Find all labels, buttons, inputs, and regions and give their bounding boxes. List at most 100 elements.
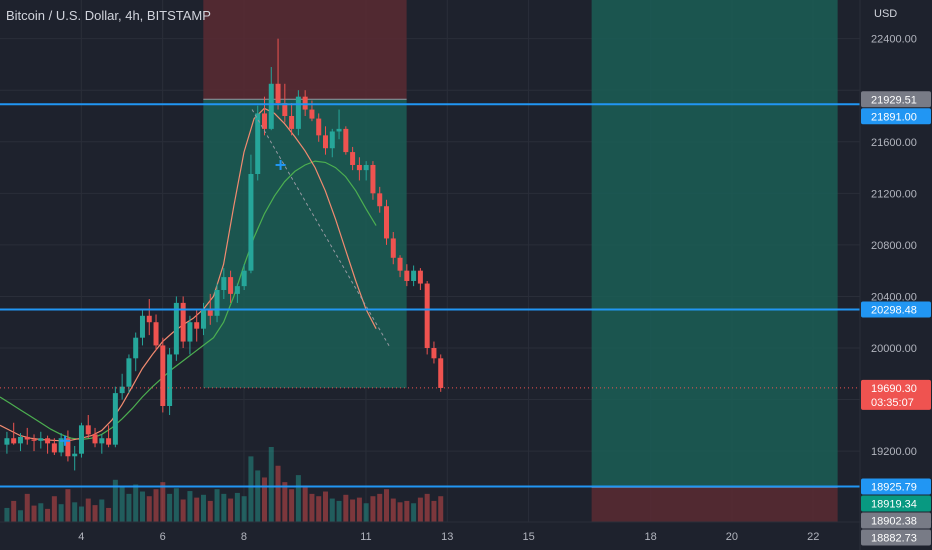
price-label-box — [861, 108, 931, 125]
volume-bar — [126, 493, 132, 522]
volume-bar — [289, 489, 295, 522]
price-label-box — [861, 529, 931, 546]
candle-body — [350, 152, 356, 165]
volume-bar — [72, 502, 78, 522]
volume-bar — [350, 499, 356, 522]
candle-body — [228, 277, 234, 294]
time-tick-label: 8 — [241, 531, 247, 543]
candle-body — [200, 309, 206, 329]
candle-body — [438, 358, 444, 388]
price-tick-label: 19200.00 — [871, 446, 917, 458]
candle-body — [133, 337, 139, 359]
take-profit-zone — [203, 99, 407, 388]
volume-bar — [316, 496, 322, 522]
candle-body — [180, 302, 186, 342]
volume-bar — [11, 500, 17, 522]
price-labels: 21929.51 21891.00 20298.48 19690.30 03:35:07… — [861, 91, 931, 546]
volume-bar — [194, 497, 200, 522]
candle-body — [255, 113, 261, 174]
volume-bar — [133, 484, 139, 522]
candle-body — [126, 358, 132, 387]
volume-bar — [58, 504, 64, 522]
candle-body — [153, 322, 159, 346]
price-tick-label: 21600.00 — [871, 137, 917, 149]
volume-bar — [167, 493, 173, 522]
volume-bar — [38, 503, 44, 522]
volume-bar — [99, 499, 105, 522]
price-tick-label: 21200.00 — [871, 188, 917, 200]
candle-body — [173, 302, 179, 355]
candle-body — [302, 96, 308, 110]
volume-bar — [241, 496, 247, 522]
price-label-box — [861, 301, 931, 318]
candle-body — [295, 96, 301, 129]
price-label-text: 18919.34 — [871, 498, 917, 510]
volume-bar — [160, 482, 166, 522]
volume-bar — [302, 485, 308, 522]
candle-body — [370, 164, 376, 194]
candle-body — [24, 436, 30, 440]
volume-bar — [336, 500, 342, 522]
volume-bar — [146, 496, 152, 522]
volume-bar — [248, 456, 254, 522]
time-tick-label: 11 — [360, 531, 371, 543]
volume-bar — [363, 503, 369, 522]
chart-title[interactable]: Bitcoin / U.S. Dollar, 4h, BITSTAMP — [6, 8, 211, 23]
candle-body — [417, 270, 423, 284]
candle-body — [51, 443, 57, 453]
candle-body — [11, 438, 17, 444]
volume-bar — [92, 505, 98, 522]
candle-body — [58, 438, 64, 453]
candle-body — [431, 348, 437, 359]
candle-body — [241, 270, 247, 287]
volume-bar — [234, 492, 240, 522]
volume-bar — [370, 496, 376, 522]
time-tick-label: 22 — [807, 531, 819, 543]
volume-bar — [17, 510, 23, 522]
candle-body — [383, 206, 389, 239]
price-axis[interactable]: 22400.00 21600.00 21200.00 20800.00 20400.00… — [859, 0, 917, 550]
candle-body — [4, 438, 10, 445]
candle-body — [275, 83, 281, 104]
volume-bar — [106, 507, 112, 522]
candle-body — [404, 270, 410, 281]
candle-body — [397, 257, 403, 271]
price-label-box — [861, 91, 931, 108]
volume-bar — [221, 493, 227, 522]
volume-bar — [180, 499, 186, 522]
candle-body — [72, 453, 78, 457]
candle-body — [390, 238, 396, 258]
price-label-box — [861, 379, 931, 410]
price-label-text: 18902.38 — [871, 515, 917, 527]
volume-bar — [65, 489, 71, 522]
horizontal-lines[interactable] — [0, 103, 860, 488]
time-axis[interactable]: 4 6 8 11 13 15 18 20 22 — [0, 521, 932, 543]
currency-label[interactable]: USD — [874, 8, 898, 20]
candle-body — [106, 438, 112, 445]
price-label-text: 20298.48 — [871, 305, 917, 317]
candle-body — [309, 109, 315, 119]
volume-bar — [85, 498, 91, 522]
candle-body — [167, 354, 173, 406]
candle-body — [411, 270, 417, 281]
candle-body — [322, 135, 328, 149]
price-tick-label: 20000.00 — [871, 343, 917, 355]
candle-body — [268, 83, 274, 129]
volume-bar — [153, 489, 159, 522]
price-label-text: 21891.00 — [871, 111, 917, 123]
volume-bar — [417, 497, 423, 522]
candle-body — [92, 434, 98, 444]
volume-bar — [78, 506, 84, 522]
annotations — [0, 109, 860, 446]
volume-bar — [275, 465, 281, 522]
candle-body — [146, 315, 152, 323]
volume-bar — [112, 479, 118, 522]
candle-body — [214, 290, 220, 316]
volume-bar — [255, 470, 261, 522]
candle-body — [261, 113, 267, 129]
candles — [4, 38, 444, 471]
candle-body — [363, 164, 369, 171]
volume-bars — [4, 447, 444, 522]
